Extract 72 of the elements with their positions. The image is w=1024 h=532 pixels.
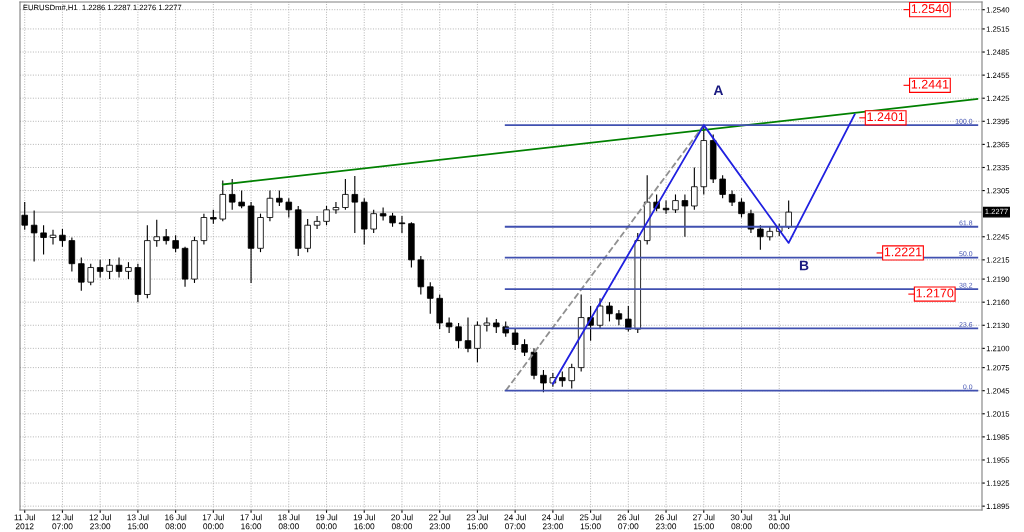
candlestick <box>323 205 330 226</box>
annotation: 1.2401 <box>867 112 905 122</box>
candlestick <box>427 281 434 315</box>
candlestick <box>596 297 604 330</box>
candlestick <box>68 236 76 272</box>
candlestick <box>483 317 491 332</box>
candlestick <box>455 322 462 349</box>
annotation: 1.2221 <box>884 247 922 257</box>
x-tick-label: 22 Jul 23:00 <box>429 514 451 530</box>
x-tick-label: 24 Jul 23:00 <box>542 514 564 530</box>
annotation: A <box>713 85 724 95</box>
line-series <box>551 113 856 385</box>
candlestick <box>606 301 613 322</box>
candlestick <box>568 363 575 389</box>
x-tick-label: 17 Jul 16:00 <box>240 514 262 530</box>
annotation: 1.2170 <box>916 288 954 298</box>
x-tick-label: 18 Jul 08:00 <box>278 514 300 530</box>
candlestick <box>662 200 670 215</box>
candlestick <box>228 178 236 211</box>
candlestick <box>785 200 792 230</box>
candlestick <box>87 263 94 286</box>
candlestick <box>691 166 698 211</box>
candlestick <box>615 309 623 326</box>
candlestick <box>719 174 726 199</box>
candlestick <box>530 347 538 380</box>
x-tick-label: 20 Jul 08:00 <box>391 514 413 530</box>
x-tick-label: 24 Jul 07:00 <box>504 514 526 530</box>
candlestick <box>78 256 85 292</box>
candlestick <box>106 258 113 280</box>
candlestick <box>379 206 387 222</box>
candlestick <box>266 190 274 222</box>
candlestick <box>342 178 349 211</box>
x-tick-label: 19 Jul 16:00 <box>353 514 375 530</box>
annotation: 1.2441 <box>911 79 949 89</box>
candlestick <box>370 209 377 234</box>
candlestick <box>21 201 28 231</box>
candlestick <box>200 213 208 246</box>
x-tick-label: 23 Jul 15:00 <box>466 514 488 530</box>
candlestick <box>445 317 453 334</box>
annotation: B <box>799 260 809 271</box>
candlestick <box>313 215 321 230</box>
x-tick-label: 26 Jul 23:00 <box>655 514 677 530</box>
candlestick <box>49 229 57 246</box>
x-tick-label: 19 Jul 00:00 <box>316 514 338 530</box>
candlestick <box>464 317 472 353</box>
x-tick-label: 13 Jul 15:00 <box>127 514 149 530</box>
candlestick <box>398 215 406 234</box>
x-tick-label: 25 Jul 15:00 <box>579 514 602 530</box>
x-tick-label: 12 Jul 07:00 <box>51 514 73 530</box>
candlestick <box>757 224 764 251</box>
candlestick <box>681 193 689 238</box>
candlestick <box>153 219 160 248</box>
candlestick <box>332 201 340 215</box>
candlestick <box>115 256 123 279</box>
x-tick-label: 11 Jul 2012 <box>14 514 35 530</box>
x-tick-label: 12 Jul 23:00 <box>89 514 111 530</box>
x-tick-label: 27 Jul 15:00 <box>693 514 715 530</box>
candlestick <box>285 197 293 219</box>
candlestick <box>351 175 359 234</box>
candlestick <box>304 218 311 253</box>
candlestick <box>40 224 47 256</box>
x-tick-label: 16 Jul 08:00 <box>165 514 187 530</box>
candlestick <box>30 210 38 262</box>
x-tick-label: 26 Jul 07:00 <box>617 514 639 530</box>
x-tick-label: 30 Jul 08:00 <box>730 514 753 530</box>
candlestick <box>474 320 481 363</box>
x-tick-label: 17 Jul 00:00 <box>202 514 224 530</box>
candlestick <box>511 328 519 351</box>
candlestick <box>738 197 745 219</box>
candlestick <box>672 193 679 214</box>
annotation: 1.2540 <box>911 4 949 13</box>
x-tick-label: 31 Jul 00:00 <box>768 514 790 530</box>
